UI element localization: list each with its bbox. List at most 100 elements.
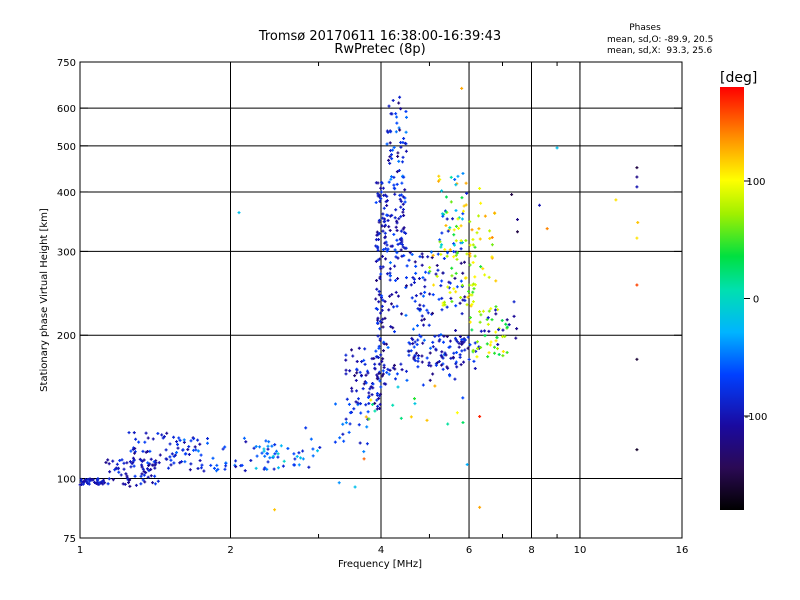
data-point (510, 193, 514, 197)
data-point (187, 445, 191, 449)
data-point (348, 411, 352, 415)
data-point (122, 467, 126, 471)
data-point (292, 452, 296, 456)
data-point (297, 463, 301, 467)
data-point (382, 365, 386, 369)
data-point (407, 258, 411, 262)
data-point (273, 443, 277, 447)
data-point (143, 440, 147, 444)
data-point (377, 290, 381, 294)
data-point (416, 356, 420, 360)
data-point (545, 227, 549, 231)
data-point (459, 247, 463, 251)
data-point (428, 265, 432, 269)
data-point (420, 360, 424, 364)
data-point (133, 451, 137, 455)
data-point (384, 382, 388, 386)
data-point (460, 283, 464, 287)
data-point (494, 279, 498, 283)
data-point (456, 217, 460, 221)
data-point (382, 349, 386, 353)
data-point (454, 224, 458, 228)
data-point (214, 469, 218, 473)
data-point (359, 411, 363, 415)
colorbar-tick-label: -100 (745, 412, 768, 423)
data-point (384, 257, 388, 261)
data-point (393, 248, 397, 252)
data-point (381, 186, 385, 190)
data-point (388, 214, 392, 218)
y-tick-label: 300 (57, 247, 76, 258)
data-point (489, 340, 493, 344)
data-point (413, 402, 417, 406)
data-point (441, 214, 445, 218)
data-point (392, 232, 396, 236)
data-point (492, 345, 496, 349)
data-point (489, 307, 493, 311)
data-point (490, 236, 494, 240)
data-point (408, 251, 412, 255)
data-point (452, 255, 456, 259)
data-point (385, 213, 389, 217)
data-point (394, 255, 398, 259)
data-point (379, 186, 383, 190)
data-point (380, 224, 384, 228)
data-point (393, 216, 397, 220)
data-point (397, 217, 401, 221)
data-point (169, 458, 173, 462)
data-point (490, 255, 494, 259)
data-point (394, 279, 398, 282)
data-point (468, 343, 472, 347)
data-point (398, 128, 402, 132)
data-point (401, 160, 405, 164)
data-point (451, 355, 455, 359)
data-point (385, 142, 389, 146)
data-point (402, 175, 406, 179)
data-point (392, 363, 396, 367)
data-point (459, 239, 463, 243)
data-point (454, 239, 458, 243)
data-point (438, 338, 442, 342)
data-point (471, 300, 475, 304)
data-point (369, 398, 373, 402)
data-point (374, 259, 378, 263)
data-point (383, 236, 387, 240)
data-point (357, 423, 361, 427)
data-point (395, 219, 399, 223)
data-point (379, 197, 383, 201)
data-point (172, 461, 176, 465)
data-point (178, 461, 182, 465)
data-point (156, 479, 160, 483)
data-point (388, 294, 392, 298)
data-point (123, 482, 127, 486)
data-point (175, 440, 179, 444)
data-point (468, 243, 472, 247)
data-point (266, 460, 270, 464)
data-point (446, 422, 450, 426)
data-point (437, 179, 441, 183)
data-point (537, 203, 541, 207)
data-point (401, 155, 405, 159)
data-point (376, 334, 380, 338)
data-point (127, 431, 131, 435)
data-point (128, 460, 132, 464)
data-point (177, 436, 181, 440)
data-point (463, 338, 467, 342)
data-point (396, 242, 400, 246)
data-point (196, 449, 200, 453)
data-point (486, 316, 490, 320)
data-point (465, 463, 469, 467)
data-point (459, 296, 463, 300)
data-point (311, 454, 315, 458)
data-point (433, 384, 437, 388)
data-point (415, 351, 419, 355)
data-point (473, 367, 477, 371)
data-point (168, 442, 172, 446)
data-point (440, 296, 444, 300)
data-point (392, 183, 396, 187)
data-point (479, 201, 483, 205)
data-point (459, 363, 463, 367)
data-point (378, 327, 382, 331)
data-point (388, 141, 392, 145)
data-point (501, 354, 505, 358)
